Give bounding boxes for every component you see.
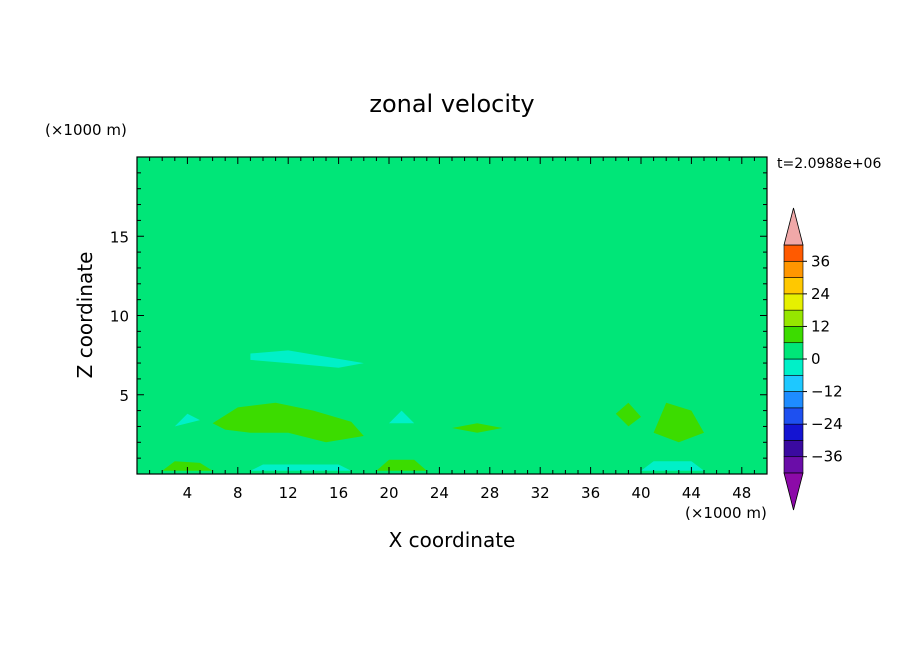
colorbar-over-arrow: [783, 207, 804, 246]
contour-region-14: [363, 157, 767, 229]
x-tick-label: 48: [732, 484, 751, 502]
contour-region-10: [641, 461, 704, 471]
contour-region-7: [250, 350, 364, 368]
x-tick-label: 8: [233, 484, 243, 502]
x-axis-label: X coordinate: [389, 528, 516, 552]
contour-region-6: [162, 461, 213, 471]
colorbar-tick-label: −36: [811, 448, 843, 466]
x-tick-label: 4: [183, 484, 193, 502]
contour-region-11: [250, 464, 352, 471]
y-unit-label: (×1000 m): [45, 121, 127, 139]
contour-region-13: [250, 188, 364, 221]
y-axis-label: Z coordinate: [73, 252, 97, 379]
x-tick-label: 44: [682, 484, 701, 502]
contour-region-9: [389, 410, 415, 424]
x-tick-label: 28: [480, 484, 499, 502]
colorbar-swatch: [783, 277, 804, 295]
contour-region-3: [653, 402, 704, 443]
colorbar-swatch: [783, 260, 804, 278]
colorbar-swatch: [783, 293, 804, 311]
contour-region-12: [137, 226, 767, 321]
x-unit-label: (×1000 m): [685, 504, 767, 522]
colorbar-swatch: [783, 358, 804, 376]
y-tick-label: 15: [110, 228, 129, 246]
colorbar-tick-label: 0: [811, 350, 821, 368]
colorbar-tick-label: 24: [811, 285, 830, 303]
colorbar-swatch: [783, 407, 804, 425]
colorbar-swatch: [783, 440, 804, 458]
colorbar-under-arrow: [783, 472, 804, 511]
x-tick-label: 24: [430, 484, 449, 502]
colorbar-swatch: [783, 326, 804, 344]
x-tick-label: 36: [581, 484, 600, 502]
colorbar: −36 −24 −12 0 12 24 36: [783, 207, 843, 511]
colorbar-swatch: [783, 374, 804, 392]
colorbar-swatch: [783, 423, 804, 441]
colorbar-swatch: [783, 309, 804, 327]
y-tick-label: 5: [119, 387, 129, 405]
colorbar-swatch: [783, 456, 804, 474]
x-tick-label: 40: [631, 484, 650, 502]
time-label: t=2.0988e+06: [777, 156, 881, 172]
colorbar-tick-label: 36: [811, 252, 830, 270]
contour-region-2: [615, 402, 641, 427]
y-tick-label: 10: [110, 308, 129, 326]
colorbar-tick-label: −12: [811, 383, 843, 401]
x-tick-label: 32: [531, 484, 550, 502]
colorbar-tick-label: 12: [811, 317, 830, 335]
colorbar-tick-label: −24: [811, 415, 843, 433]
x-tick-label: 16: [329, 484, 348, 502]
x-tick-label: 20: [379, 484, 398, 502]
colorbar-swatch: [783, 244, 804, 262]
contour-region-1: [212, 402, 364, 443]
contour-region-4: [452, 423, 503, 433]
contour-region-8: [174, 413, 200, 427]
colorbar-swatch: [783, 391, 804, 409]
x-tick-label: 12: [279, 484, 298, 502]
chart-title: zonal velocity: [369, 90, 534, 118]
colorbar-swatch: [783, 342, 804, 360]
contour-field: [137, 157, 767, 474]
